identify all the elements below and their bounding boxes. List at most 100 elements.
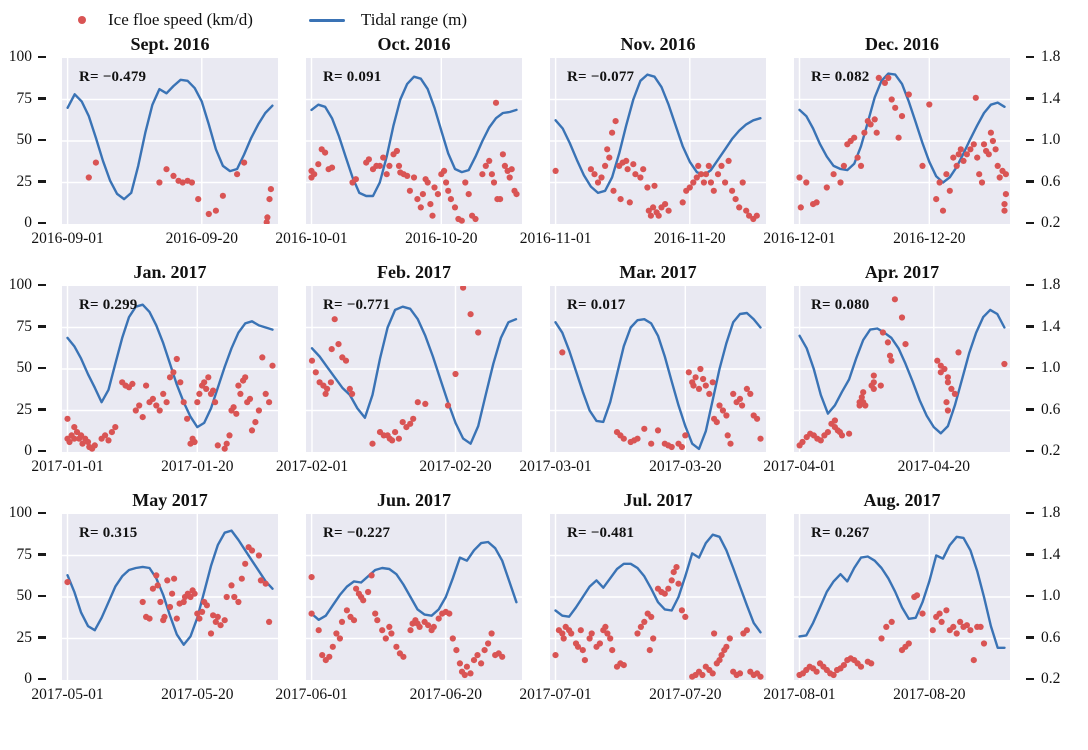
ice-floe-point	[319, 652, 326, 659]
y-tick-mark	[1026, 553, 1034, 556]
r-value-label: R= −0.481	[567, 525, 635, 541]
ice-floe-point	[854, 154, 861, 161]
ice-floe-point	[978, 179, 986, 186]
ice-floe-point	[646, 647, 653, 654]
ice-floe-point	[1001, 201, 1008, 208]
ice-floe-point	[312, 369, 319, 376]
ice-floe-point	[166, 603, 174, 611]
y-tick-mark	[38, 636, 46, 639]
plot-area: R= −0.481	[550, 514, 766, 680]
ice-floe-point	[919, 610, 926, 617]
ice-floe-point	[877, 382, 884, 389]
y-tick-mark	[1026, 449, 1034, 453]
ice-floe-point	[886, 352, 894, 359]
y-tick: 75	[17, 90, 46, 108]
y-tick-mark	[38, 138, 46, 142]
y-tick-label: 1.8	[1041, 504, 1061, 521]
ice-floe-point	[395, 435, 402, 442]
ice-floe-point	[71, 424, 78, 431]
ice-floe-point	[210, 612, 217, 619]
ice-floe-point	[203, 602, 210, 609]
y-tick: 25	[17, 629, 46, 647]
subplot-title: Aug. 2017	[863, 490, 941, 510]
subplot-title: Dec. 2016	[865, 34, 939, 54]
y-tick-mark	[38, 511, 46, 515]
ice-floe-point	[169, 590, 176, 597]
line-marker-icon	[308, 18, 345, 22]
y-tick-label: 1.4	[1041, 545, 1061, 563]
ice-floe-point	[891, 296, 898, 303]
ice-floe-point	[139, 414, 146, 421]
ice-floe-point	[690, 382, 697, 389]
ice-floe-point	[722, 179, 729, 186]
plot-canvas	[306, 514, 522, 680]
ice-floe-point	[888, 618, 895, 625]
ice-floe-point	[255, 552, 262, 559]
ice-floe-point	[936, 610, 943, 617]
ice-floe-point	[662, 201, 669, 208]
ice-floe-point	[447, 196, 454, 203]
ice-floe-point	[194, 610, 201, 617]
ice-floe-point	[902, 341, 909, 348]
ice-floe-point	[85, 174, 92, 181]
ice-floe-point	[609, 647, 616, 654]
ice-floe-point	[913, 592, 921, 599]
y-tick: 25	[16, 400, 46, 419]
subplot-title: Feb. 2017	[377, 262, 451, 282]
ice-floe-point	[311, 171, 318, 178]
y-tick-label: 0.2	[1041, 670, 1061, 687]
ice-floe-point	[149, 585, 156, 592]
y-tick: 75	[17, 546, 46, 564]
ice-floe-point	[719, 407, 726, 414]
y-tick-label: 100	[8, 276, 32, 293]
ice-floe-point	[156, 179, 163, 186]
ice-floe-point	[488, 171, 495, 178]
ice-floe-point	[1001, 360, 1008, 368]
subplot-apr-2017: Apr. 2017 R= 0.080 2017-04-01 2017-04-20	[763, 260, 1010, 480]
ice-floe-point	[177, 379, 184, 386]
ice-floe-point	[879, 329, 886, 336]
tidal-range-line	[554, 311, 762, 451]
ice-floe-point	[132, 407, 139, 414]
x-axis: 2016-12-01 2016-12-20	[763, 224, 1010, 252]
ice-floe-point	[870, 372, 877, 379]
subplot-title: Jan. 2017	[133, 262, 207, 282]
ice-floe-point	[699, 671, 706, 679]
y-tick: 0.2	[1026, 214, 1060, 232]
ice-floe-point	[905, 640, 912, 647]
y-tick-mark	[1026, 636, 1034, 639]
ice-floe-point	[718, 652, 725, 659]
plot-canvas	[794, 286, 1010, 452]
ice-floe-point	[499, 151, 506, 158]
ice-floe-point	[427, 201, 434, 208]
ice-floe-point	[697, 365, 704, 373]
ice-floe-point	[955, 349, 962, 356]
plot-area: R= 0.267	[794, 514, 1010, 680]
plot-area: R= 0.080	[794, 286, 1010, 452]
ice-floe-point	[650, 635, 657, 642]
ice-floe-point	[647, 212, 654, 219]
ice-floe-point	[485, 640, 492, 647]
y-tick-mark	[1026, 511, 1034, 515]
ice-floe-point	[980, 640, 988, 647]
y-tick-label: 0.2	[1041, 214, 1061, 231]
subplot-title: Sept. 2016	[130, 34, 210, 54]
r-value-label: R= 0.091	[323, 69, 382, 85]
r-value-label: R= −0.771	[323, 297, 391, 313]
ice-floe-point	[634, 435, 641, 442]
ice-floe-point	[352, 176, 359, 183]
ice-floe-point	[651, 182, 658, 189]
ice-floe-point	[905, 91, 912, 98]
ice-floe-point	[164, 577, 171, 584]
y-tick-label: 25	[16, 400, 33, 418]
y-tick-mark	[1026, 366, 1034, 370]
r-value-label: R= 0.267	[811, 525, 870, 541]
ice-floe-point	[994, 162, 1001, 169]
tidal-range-line	[310, 540, 518, 622]
ice-floe-point	[610, 187, 617, 194]
y-tick-mark	[1026, 594, 1034, 598]
subplot-may-2017: May 2017 R= 0.315 2017-05-01 2017-05-20	[31, 488, 278, 708]
y-tick: 100	[9, 48, 46, 66]
y-tick-label: 0	[24, 442, 32, 459]
subplot-title: Apr. 2017	[864, 262, 940, 282]
